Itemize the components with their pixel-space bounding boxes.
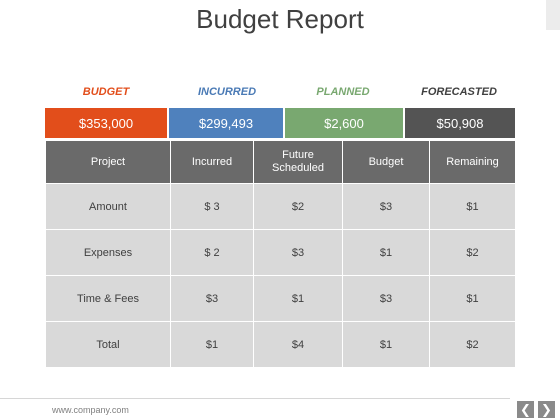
header-incurred: Incurred <box>170 140 254 184</box>
prev-slide-button[interactable]: ❮ <box>517 401 534 418</box>
value-box-forecasted: $50,908 <box>405 108 515 138</box>
table-cell: $4 <box>253 321 343 368</box>
corner-decoration <box>546 0 560 30</box>
table-cell: $3 <box>342 183 430 230</box>
table-cell: Time & Fees <box>45 275 171 322</box>
table-cell: Expenses <box>45 229 171 276</box>
next-slide-button[interactable]: ❯ <box>538 401 555 418</box>
table-cell: $1 <box>170 321 254 368</box>
table-row: Expenses $ 2 $3 $1 $2 <box>45 229 516 276</box>
table-cell: $2 <box>253 183 343 230</box>
category-label-budget: BUDGET <box>82 86 130 98</box>
category-label-forecasted: FORECASTED <box>421 86 497 98</box>
table-cell: $3 <box>170 275 254 322</box>
header-budget: Budget <box>342 140 430 184</box>
table-cell: $1 <box>429 183 516 230</box>
header-remaining: Remaining <box>429 140 516 184</box>
value-box-planned: $2,600 <box>285 108 403 138</box>
table-row: Total $1 $4 $1 $2 <box>45 321 516 368</box>
table-cell: $2 <box>429 229 516 276</box>
table-cell: Total <box>45 321 171 368</box>
value-box-incurred: $299,493 <box>169 108 283 138</box>
table-cell: Amount <box>45 183 171 230</box>
table-cell: $ 2 <box>170 229 254 276</box>
table-cell: $ 3 <box>170 183 254 230</box>
page-title: Budget Report <box>196 4 364 34</box>
category-values: $353,000 $299,493 $2,600 $50,908 <box>45 108 515 138</box>
table-row: Time & Fees $3 $1 $3 $1 <box>45 275 516 322</box>
table-row: Amount $ 3 $2 $3 $1 <box>45 183 516 230</box>
table-cell: $1 <box>342 229 430 276</box>
table-cell: $3 <box>253 229 343 276</box>
table-cell: $1 <box>253 275 343 322</box>
table-cell: $1 <box>342 321 430 368</box>
table-cell: $3 <box>342 275 430 322</box>
table-cell: $1 <box>429 275 516 322</box>
header-future-scheduled: Future Scheduled <box>253 140 343 184</box>
category-label-planned: PLANNED <box>316 86 370 98</box>
footer-url: www.company.com <box>52 405 129 415</box>
table-header-row: Project Incurred Future Scheduled Budget… <box>45 140 516 184</box>
category-label-incurred: INCURRED <box>197 86 257 98</box>
value-box-budget: $353,000 <box>45 108 167 138</box>
chevron-right-icon: ❯ <box>541 402 552 417</box>
budget-table: Project Incurred Future Scheduled Budget… <box>45 140 516 368</box>
header-project: Project <box>45 140 171 184</box>
table-cell: $2 <box>429 321 516 368</box>
chevron-left-icon: ❮ <box>520 402 531 417</box>
footer-divider <box>0 398 510 399</box>
category-labels: BUDGET INCURRED PLANNED FORECASTED <box>45 86 515 100</box>
